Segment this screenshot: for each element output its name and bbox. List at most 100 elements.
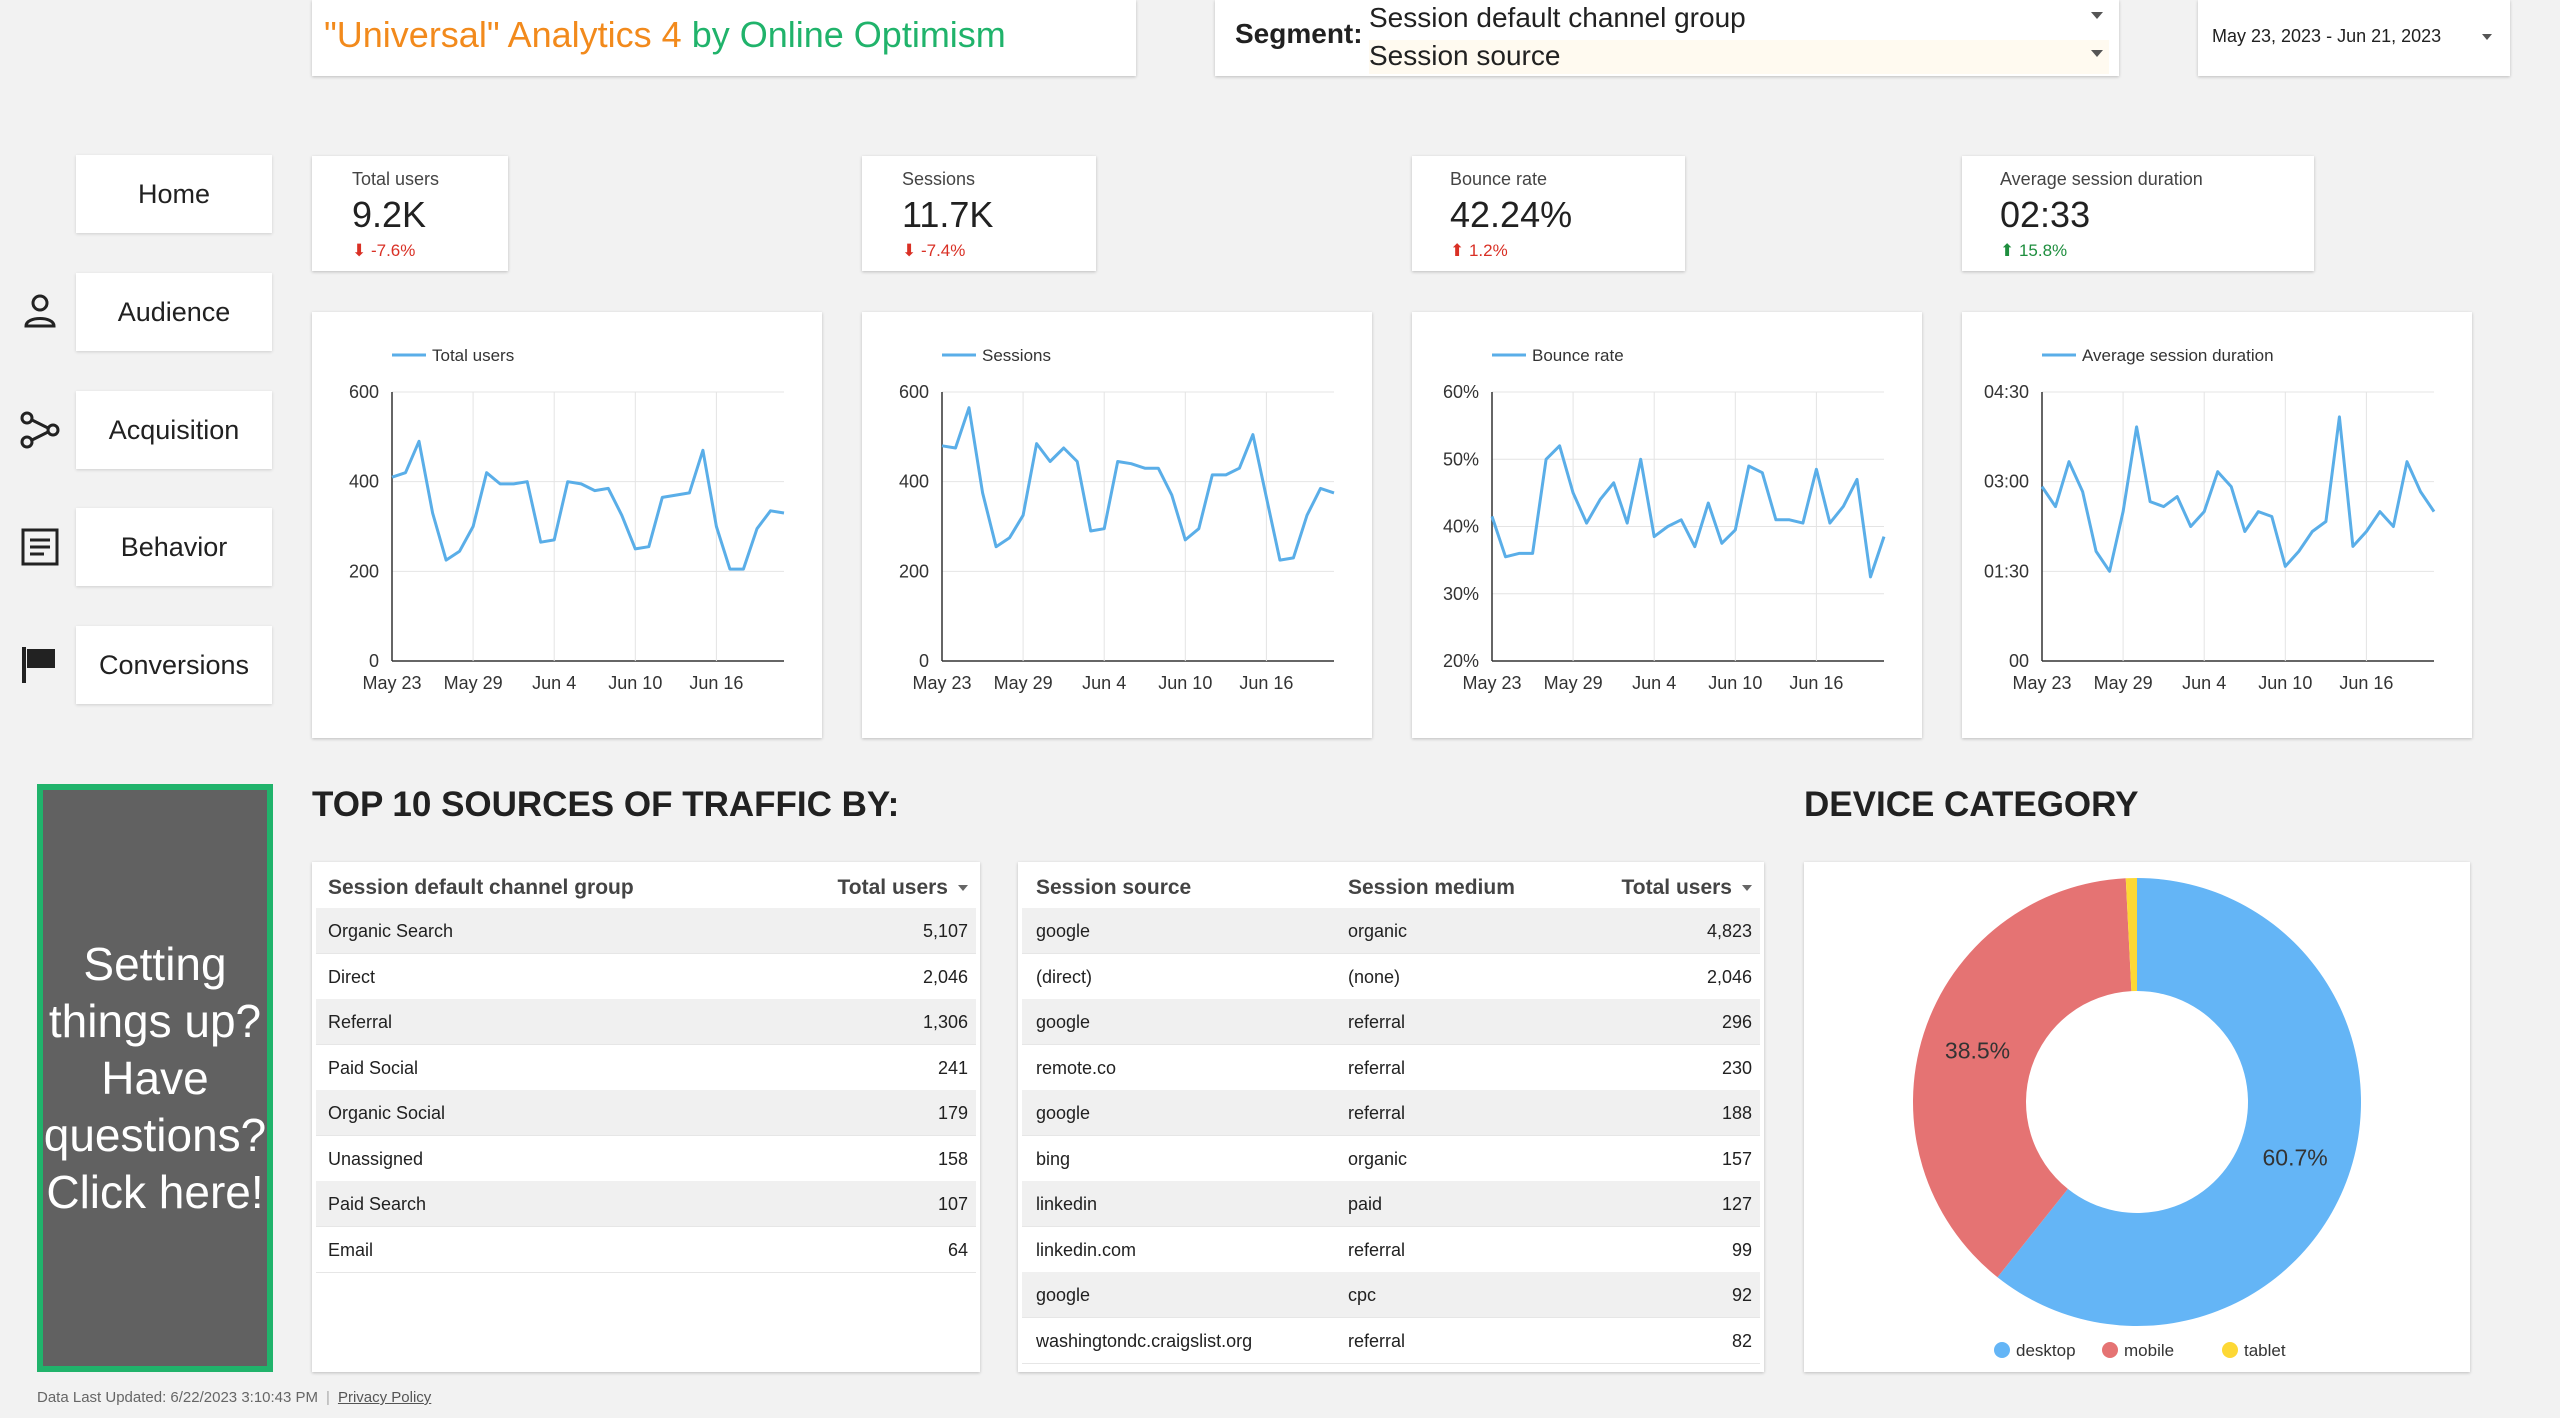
sort-descending-icon <box>958 885 968 892</box>
date-range-value: May 23, 2023 - Jun 21, 2023 <box>2212 26 2442 46</box>
avg-session-duration-line-chart: Average session duration 00 01:30 03:00 04:3… <box>1984 346 2436 693</box>
channel-group-cell: Direct <box>328 966 376 987</box>
kpi-delta-value: -7.6% <box>370 241 416 260</box>
kpi-total-users-card: Total users 9.2K ⬇ -7.6% <box>312 156 508 271</box>
nav-home-label: Home <box>137 178 211 209</box>
segment-source-value: Session source <box>1369 40 1561 71</box>
sort-descending-icon <box>1742 885 1752 892</box>
kpi-label: Sessions <box>902 169 976 189</box>
session-source-cell: bing <box>1036 1148 1071 1169</box>
column-header-total-users[interactable]: Total users <box>1622 876 1752 900</box>
help-cta-button[interactable]: Setting things up? Have questions? Click… <box>37 784 273 1372</box>
session-source-cell: (direct) <box>1036 966 1093 987</box>
column-header-total-users[interactable]: Total users <box>838 876 968 900</box>
acquisition-route-icon <box>20 411 60 449</box>
table-row[interactable]: google organic 4,823 <box>1022 908 1760 954</box>
session-source-cell: washingtondc.craigslist.org <box>1036 1330 1253 1351</box>
nav-acquisition-button[interactable]: Acquisition <box>76 391 272 469</box>
session-source-cell: linkedin <box>1036 1194 1098 1214</box>
session-source-cell: google <box>1036 1012 1091 1032</box>
table-row[interactable]: linkedin paid 127 <box>1022 1181 1760 1227</box>
y-tick-label: 60% <box>1443 382 1479 402</box>
table-row[interactable]: bing organic 157 <box>1022 1136 1760 1182</box>
y-tick-label: 600 <box>899 382 929 402</box>
kpi-delta: ⬇ -7.6% <box>352 241 415 261</box>
series-line <box>1490 444 1886 579</box>
chevron-down-icon <box>2091 12 2103 19</box>
data-last-updated: Data Last Updated: 6/22/2023 3:10:43 PM <box>37 1389 319 1406</box>
chevron-down-icon <box>2482 34 2492 40</box>
x-tick-label: Jun 4 <box>1082 673 1126 693</box>
kpi-label: Average session duration <box>2000 169 2203 189</box>
kpi-label: Bounce rate <box>1450 169 1548 189</box>
nav-audience-button[interactable]: Audience <box>76 273 272 351</box>
slice-mobile <box>1913 878 2132 1278</box>
table-row[interactable]: Organic Search 5,107 <box>316 908 976 954</box>
table-row[interactable]: linkedin.com referral 99 <box>1022 1227 1760 1273</box>
table-row[interactable]: Direct 2,046 <box>316 954 976 1000</box>
kpi-sessions-card: Sessions 11.7K ⬇ -7.4% <box>862 156 1096 271</box>
privacy-policy-link[interactable]: Privacy Policy <box>337 1389 432 1406</box>
table-row[interactable]: washingtondc.craigslist.org referral 82 <box>1022 1318 1760 1364</box>
x-tick-label: May 29 <box>1544 673 1603 693</box>
kpi-delta-value: 1.2% <box>1468 241 1508 260</box>
total-users-cell: 296 <box>1721 1012 1752 1032</box>
kpi-delta-value: 15.8% <box>2018 241 2068 260</box>
sessions-chart-card: Sessions 0 200 400 600 May 23 May 29 Jun 4 Jun 1… <box>862 312 1372 738</box>
footer-divider: | <box>326 1389 330 1406</box>
total-users-cell: 64 <box>947 1239 968 1260</box>
session-medium-cell: referral <box>1348 1103 1406 1123</box>
slice-label: 38.5% <box>1945 1038 2010 1064</box>
kpi-label: Total users <box>352 169 440 189</box>
column-header-channel-group[interactable]: Session default channel group <box>328 876 634 899</box>
kpi-delta: ⬇ -7.4% <box>902 241 965 261</box>
flag-icon <box>22 647 55 683</box>
table-row[interactable]: (direct) (none) 2,046 <box>1022 954 1760 1000</box>
table-row[interactable]: google cpc 92 <box>1022 1272 1760 1318</box>
x-tick-label: May 23 <box>912 673 971 693</box>
table-row[interactable]: google referral 296 <box>1022 999 1760 1045</box>
legend-label: Average session duration <box>2082 346 2274 365</box>
nav-home-button[interactable]: Home <box>76 155 272 233</box>
table-row[interactable]: Organic Social 179 <box>316 1090 976 1136</box>
sessions-line-chart: Sessions 0 200 400 600 May 23 May 29 Jun 4 Jun 1… <box>899 346 1335 693</box>
total-users-cell: 241 <box>937 1057 968 1078</box>
y-tick-label: 01:30 <box>1984 561 2029 581</box>
table-row[interactable]: Referral 1,306 <box>316 999 976 1045</box>
x-tick-label: May 23 <box>1462 673 1521 693</box>
session-medium-cell: (none) <box>1348 966 1401 987</box>
table-row[interactable]: Paid Social 241 <box>316 1045 976 1091</box>
table-row[interactable]: Email 64 <box>316 1227 976 1273</box>
source-table-card: Session source Session medium Total user… <box>1018 862 1764 1372</box>
y-tick-label: 20% <box>1443 651 1479 671</box>
legend-label: mobile <box>2124 1341 2174 1360</box>
date-range-picker[interactable]: May 23, 2023 - Jun 21, 2023 <box>2198 0 2510 76</box>
session-source-cell: google <box>1036 1285 1091 1305</box>
help-cta-text: Setting things up? Have questions? Click… <box>43 937 267 1218</box>
x-tick-label: Jun 4 <box>1632 673 1676 693</box>
device-category-title: DEVICE CATEGORY <box>1804 785 2139 824</box>
total-users-chart-card: Total users 0 200 400 600 May 23 May 29 Jun 4 Ju… <box>312 312 822 738</box>
total-users-cell: 82 <box>1731 1330 1752 1351</box>
table-row[interactable]: Unassigned 158 <box>316 1136 976 1182</box>
column-header-session-source[interactable]: Session source <box>1036 876 1192 899</box>
column-header-session-medium[interactable]: Session medium <box>1348 876 1515 899</box>
y-tick-label: 03:00 <box>1984 472 2029 492</box>
table-row[interactable]: google referral 188 <box>1022 1090 1760 1136</box>
x-tick-label: Jun 10 <box>1158 673 1212 693</box>
y-tick-label: 200 <box>899 561 929 581</box>
nav-behavior-button[interactable]: Behavior <box>76 508 272 586</box>
nav-conversions-button[interactable]: Conversions <box>76 626 272 704</box>
table-row[interactable]: Paid Search 107 <box>316 1181 976 1227</box>
legend-swatch <box>1994 1342 2010 1358</box>
table-row[interactable]: remote.co referral 230 <box>1022 1045 1760 1091</box>
bounce-rate-chart-card: Bounce rate 20% 30% 40% 50% 60% May 23 May 29 Ju… <box>1412 312 1922 738</box>
segment-source-select[interactable]: Session source <box>1369 40 2109 74</box>
x-tick-label: Jun 16 <box>1789 673 1843 693</box>
x-tick-label: Jun 4 <box>532 673 576 693</box>
total-users-cell: 179 <box>937 1103 968 1123</box>
segment-channel-group-select[interactable]: Session default channel group <box>1369 2 2109 36</box>
nav-acquisition-label: Acquisition <box>108 414 240 445</box>
nav-behavior-label: Behavior <box>120 531 228 562</box>
device-category-chart-card: 60.7% 38.5% desktop mobile tablet <box>1804 862 2470 1372</box>
